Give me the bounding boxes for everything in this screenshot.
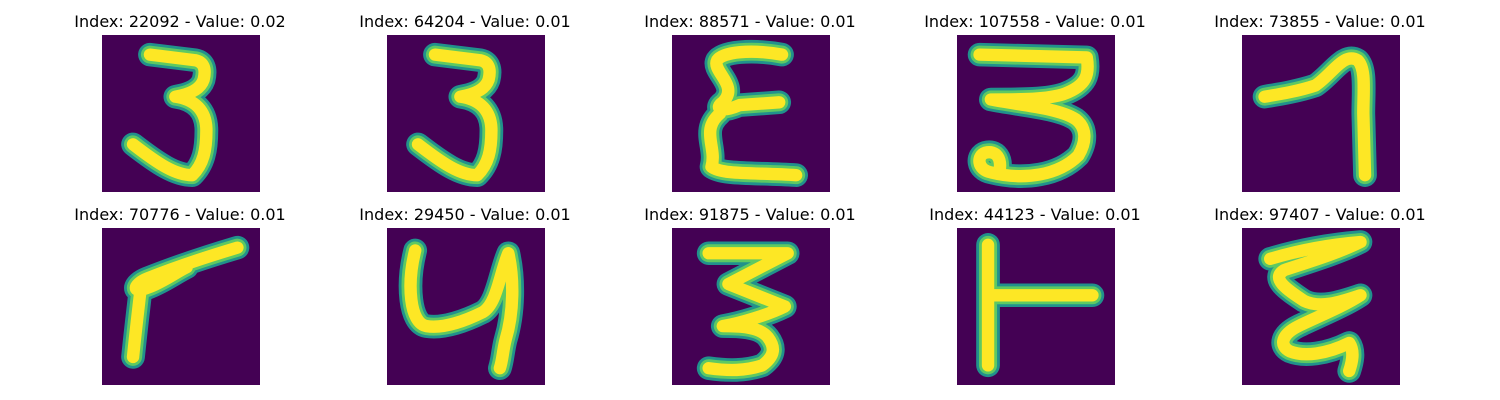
image-panel: Index: 64204 - Value: 0.01 xyxy=(350,12,580,192)
stroke-core xyxy=(404,244,519,375)
panel-title: Index: 22092 - Value: 0.02 xyxy=(74,12,286,31)
panel-title: Index: 97407 - Value: 0.01 xyxy=(1214,205,1426,224)
digit-image xyxy=(672,35,830,192)
digit-image xyxy=(957,228,1115,385)
panel-title: Index: 91875 - Value: 0.01 xyxy=(644,205,856,224)
panel-title: Index: 88571 - Value: 0.01 xyxy=(644,12,856,31)
image-panel: Index: 70776 - Value: 0.01 xyxy=(65,205,295,385)
stroke-core xyxy=(973,48,1094,183)
digit-image xyxy=(387,35,545,192)
stroke-core xyxy=(1258,52,1372,182)
panel-title: Index: 73855 - Value: 0.01 xyxy=(1214,12,1426,31)
digit-image xyxy=(1242,228,1400,385)
image-panel: Index: 91875 - Value: 0.01 xyxy=(635,205,865,385)
stroke-core xyxy=(981,238,1099,372)
stroke-core xyxy=(702,247,794,377)
image-panel: Index: 107558 - Value: 0.01 xyxy=(920,12,1150,192)
stroke-core xyxy=(703,45,803,182)
image-panel: Index: 29450 - Value: 0.01 xyxy=(350,205,580,385)
panel-title: Index: 70776 - Value: 0.01 xyxy=(74,205,286,224)
image-panel: Index: 22092 - Value: 0.02 xyxy=(65,12,295,192)
digit-image xyxy=(957,35,1115,192)
digit-image xyxy=(102,228,260,385)
image-panel: Index: 73855 - Value: 0.01 xyxy=(1205,12,1435,192)
stroke-core xyxy=(411,48,498,182)
stroke-core xyxy=(126,241,244,364)
image-panel: Index: 88571 - Value: 0.01 xyxy=(635,12,865,192)
stroke-core xyxy=(1264,235,1367,378)
panel-title: Index: 64204 - Value: 0.01 xyxy=(359,12,571,31)
digit-image xyxy=(387,228,545,385)
panel-title: Index: 107558 - Value: 0.01 xyxy=(924,12,1146,31)
image-panel: Index: 44123 - Value: 0.01 xyxy=(920,205,1150,385)
panel-title: Index: 44123 - Value: 0.01 xyxy=(929,205,1141,224)
panel-title: Index: 29450 - Value: 0.01 xyxy=(359,205,571,224)
stroke-core xyxy=(126,48,213,182)
digit-image xyxy=(1242,35,1400,192)
digit-image xyxy=(672,228,830,385)
image-panel: Index: 97407 - Value: 0.01 xyxy=(1205,205,1435,385)
digit-image xyxy=(102,35,260,192)
